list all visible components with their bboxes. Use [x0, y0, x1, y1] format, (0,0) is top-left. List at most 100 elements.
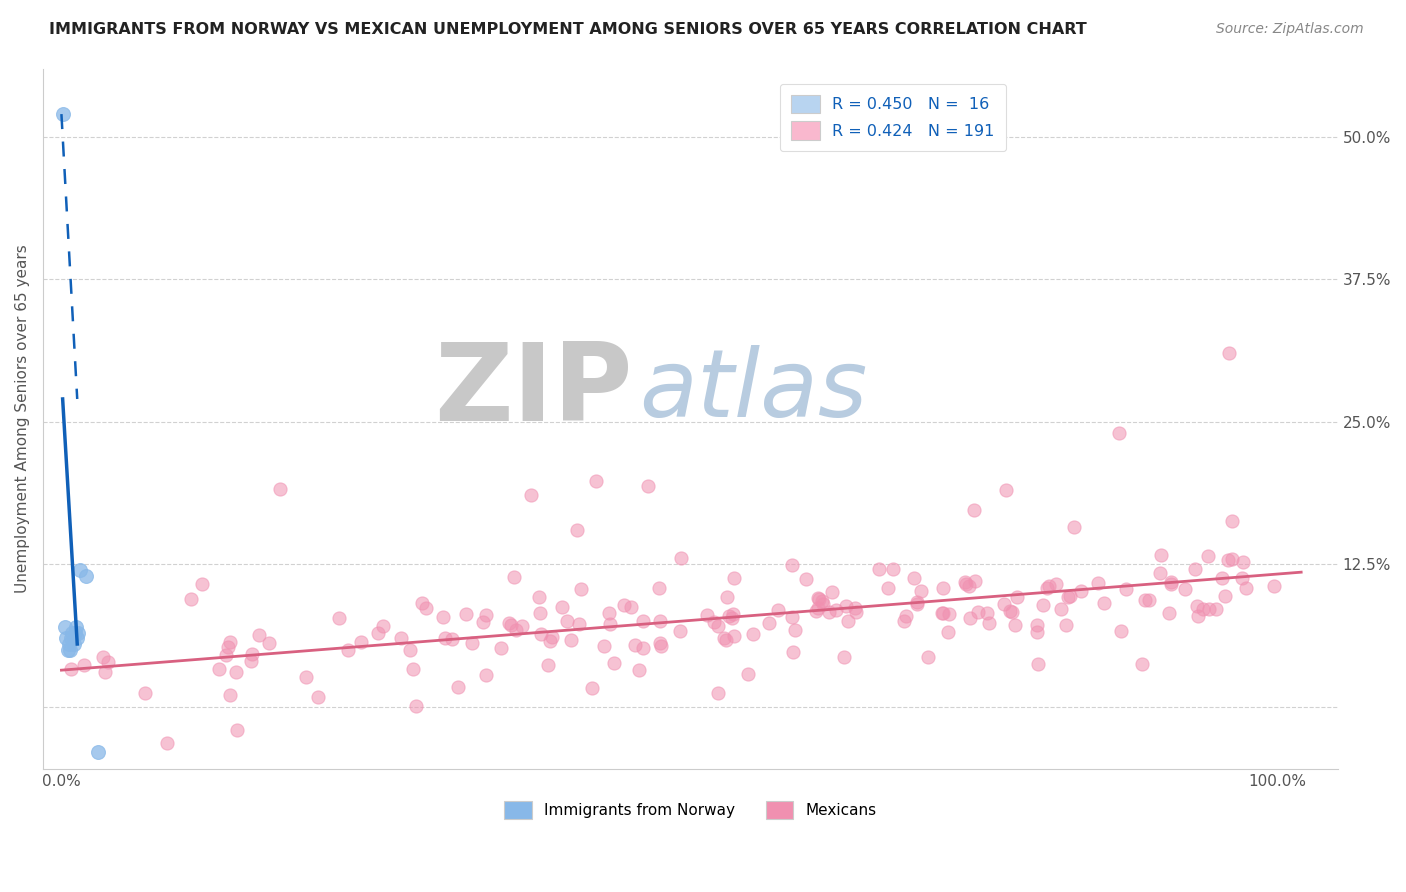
Point	[837, 614, 859, 628]
Point	[807, 591, 830, 606]
Point	[69, 563, 91, 577]
Point	[713, 631, 735, 645]
Point	[810, 594, 832, 608]
Point	[350, 635, 373, 649]
Point	[1025, 624, 1047, 639]
Point	[328, 611, 350, 625]
Point	[780, 609, 803, 624]
Point	[97, 656, 120, 670]
Point	[402, 663, 425, 677]
Point	[707, 619, 730, 633]
Point	[67, 625, 90, 640]
Point	[529, 607, 551, 621]
Point	[1001, 605, 1024, 619]
Point	[963, 574, 986, 589]
Point	[505, 624, 527, 638]
Point	[567, 617, 589, 632]
Point	[717, 609, 740, 624]
Point	[1149, 548, 1171, 562]
Point	[1230, 571, 1253, 585]
Point	[502, 570, 524, 584]
Point	[844, 601, 866, 615]
Point	[648, 581, 671, 595]
Point	[620, 599, 643, 614]
Point	[66, 632, 89, 646]
Point	[932, 581, 955, 595]
Point	[1184, 562, 1206, 576]
Point	[967, 605, 990, 619]
Point	[1218, 552, 1240, 566]
Text: atlas: atlas	[638, 345, 868, 436]
Point	[703, 615, 725, 630]
Point	[60, 625, 83, 640]
Point	[91, 650, 114, 665]
Point	[1135, 593, 1157, 607]
Point	[976, 606, 998, 620]
Point	[650, 639, 672, 653]
Point	[1087, 576, 1109, 591]
Point	[1115, 582, 1137, 596]
Point	[52, 107, 75, 121]
Point	[603, 657, 626, 671]
Point	[510, 619, 533, 633]
Point	[259, 636, 281, 650]
Point	[389, 631, 412, 645]
Point	[371, 619, 394, 633]
Point	[1149, 566, 1171, 581]
Point	[411, 596, 433, 610]
Point	[1185, 599, 1208, 613]
Point	[1211, 572, 1233, 586]
Point	[593, 639, 616, 653]
Point	[1198, 601, 1220, 615]
Point	[637, 479, 659, 493]
Text: Source: ZipAtlas.com: Source: ZipAtlas.com	[1216, 22, 1364, 37]
Point	[835, 599, 858, 613]
Point	[65, 620, 87, 634]
Point	[955, 577, 977, 591]
Point	[1004, 618, 1026, 632]
Point	[1057, 590, 1080, 604]
Point	[650, 635, 672, 649]
Point	[807, 591, 830, 606]
Point	[180, 591, 202, 606]
Point	[1005, 590, 1028, 604]
Point	[269, 482, 291, 496]
Point	[669, 624, 692, 638]
Point	[1011, 772, 1033, 786]
Point	[882, 562, 904, 576]
Point	[1038, 579, 1060, 593]
Point	[555, 614, 578, 628]
Point	[1137, 593, 1160, 607]
Point	[648, 615, 671, 629]
Point	[737, 667, 759, 681]
Point	[215, 648, 238, 662]
Point	[993, 597, 1015, 611]
Point	[567, 524, 589, 538]
Point	[336, 642, 359, 657]
Point	[623, 638, 645, 652]
Point	[472, 615, 495, 629]
Point	[63, 625, 86, 640]
Point	[716, 590, 738, 604]
Point	[218, 634, 240, 648]
Point	[903, 572, 925, 586]
Point	[669, 550, 692, 565]
Y-axis label: Unemployment Among Seniors over 65 years: Unemployment Among Seniors over 65 years	[15, 244, 30, 593]
Point	[1191, 601, 1213, 615]
Point	[1263, 579, 1285, 593]
Text: IMMIGRANTS FROM NORWAY VS MEXICAN UNEMPLOYMENT AMONG SENIORS OVER 65 YEARS CORRE: IMMIGRANTS FROM NORWAY VS MEXICAN UNEMPL…	[49, 22, 1087, 37]
Point	[1092, 596, 1115, 610]
Point	[696, 608, 718, 623]
Point	[94, 665, 117, 680]
Point	[60, 632, 83, 646]
Point	[527, 590, 550, 604]
Point	[1157, 606, 1180, 620]
Point	[569, 582, 592, 596]
Point	[398, 643, 420, 657]
Point	[191, 576, 214, 591]
Point	[1234, 581, 1257, 595]
Point	[585, 474, 607, 488]
Point	[1232, 556, 1254, 570]
Point	[441, 632, 464, 646]
Point	[62, 637, 84, 651]
